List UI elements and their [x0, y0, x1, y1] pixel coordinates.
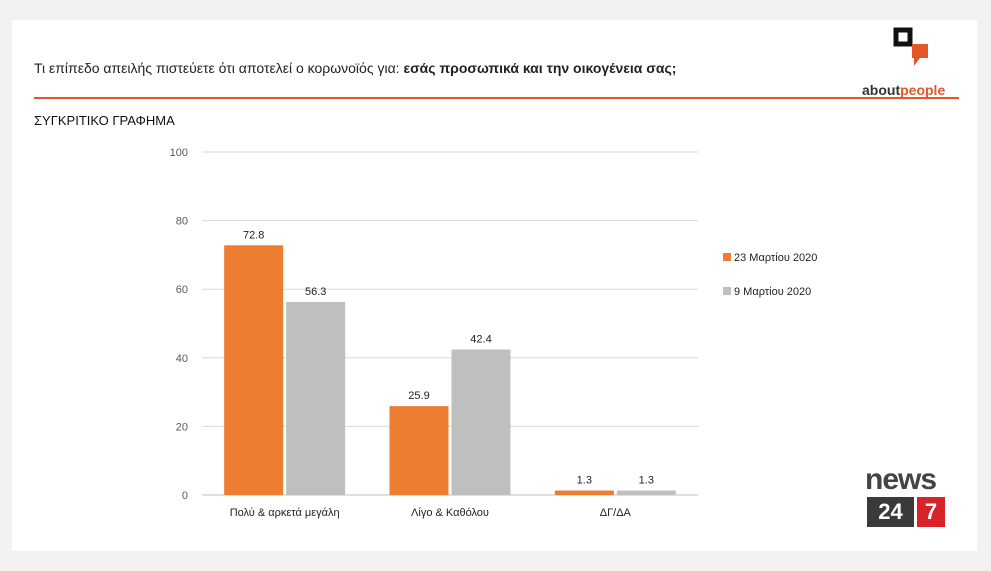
bar: [389, 406, 449, 495]
legend-swatch: [723, 287, 731, 295]
data-label: 1.3: [577, 475, 592, 487]
data-label: 42.4: [470, 334, 491, 346]
y-tick-label: 60: [176, 284, 188, 296]
bar: [286, 301, 346, 495]
bar: [554, 490, 614, 495]
x-tick-label: Πολύ & αρκετά μεγάλη: [230, 507, 340, 519]
legend-swatch: [723, 253, 731, 261]
data-label: 25.9: [408, 390, 429, 402]
news-wordmark: news: [865, 463, 937, 496]
aboutpeople-logo: aboutpeople: [862, 26, 962, 98]
speech-bubble-logo-icon: [893, 27, 928, 66]
news-24-box: 24: [867, 497, 914, 527]
question-emphasis: εσάς προσωπικά και την οικογένεια σας;: [403, 60, 677, 76]
data-label: 56.3: [305, 286, 326, 298]
chart-subtitle: ΣΥΓΚΡΙΤΙΚΟ ΓΡΑΦΗΜΑ: [34, 113, 175, 128]
question-prefix: Τι επίπεδο απειλής πιστεύετε ότι αποτελε…: [34, 60, 404, 76]
bar: [224, 245, 284, 495]
x-tick-label: ΔΓ/ΔΑ: [600, 507, 632, 519]
bar: [616, 490, 676, 495]
news247-logo: news 24 7: [865, 463, 950, 529]
question-title: Τι επίπεδο απειλής πιστεύετε ότι αποτελε…: [34, 60, 676, 76]
data-label: 1.3: [639, 475, 654, 487]
x-tick-label: Λίγο & Καθόλου: [411, 507, 489, 519]
y-tick-label: 40: [176, 353, 188, 365]
legend-label: 9 Μαρτίου 2020: [734, 286, 811, 298]
y-tick-label: 20: [176, 421, 188, 433]
bar: [451, 349, 511, 495]
legend-label: 23 Μαρτίου 2020: [734, 252, 817, 264]
y-tick-label: 0: [182, 490, 188, 502]
news-7-box: 7: [917, 497, 945, 527]
y-tick-label: 80: [176, 216, 188, 228]
y-tick-label: 100: [170, 147, 188, 159]
aboutpeople-wordmark: aboutpeople: [862, 82, 946, 98]
header-divider: [34, 97, 959, 99]
data-label: 72.8: [243, 229, 264, 241]
